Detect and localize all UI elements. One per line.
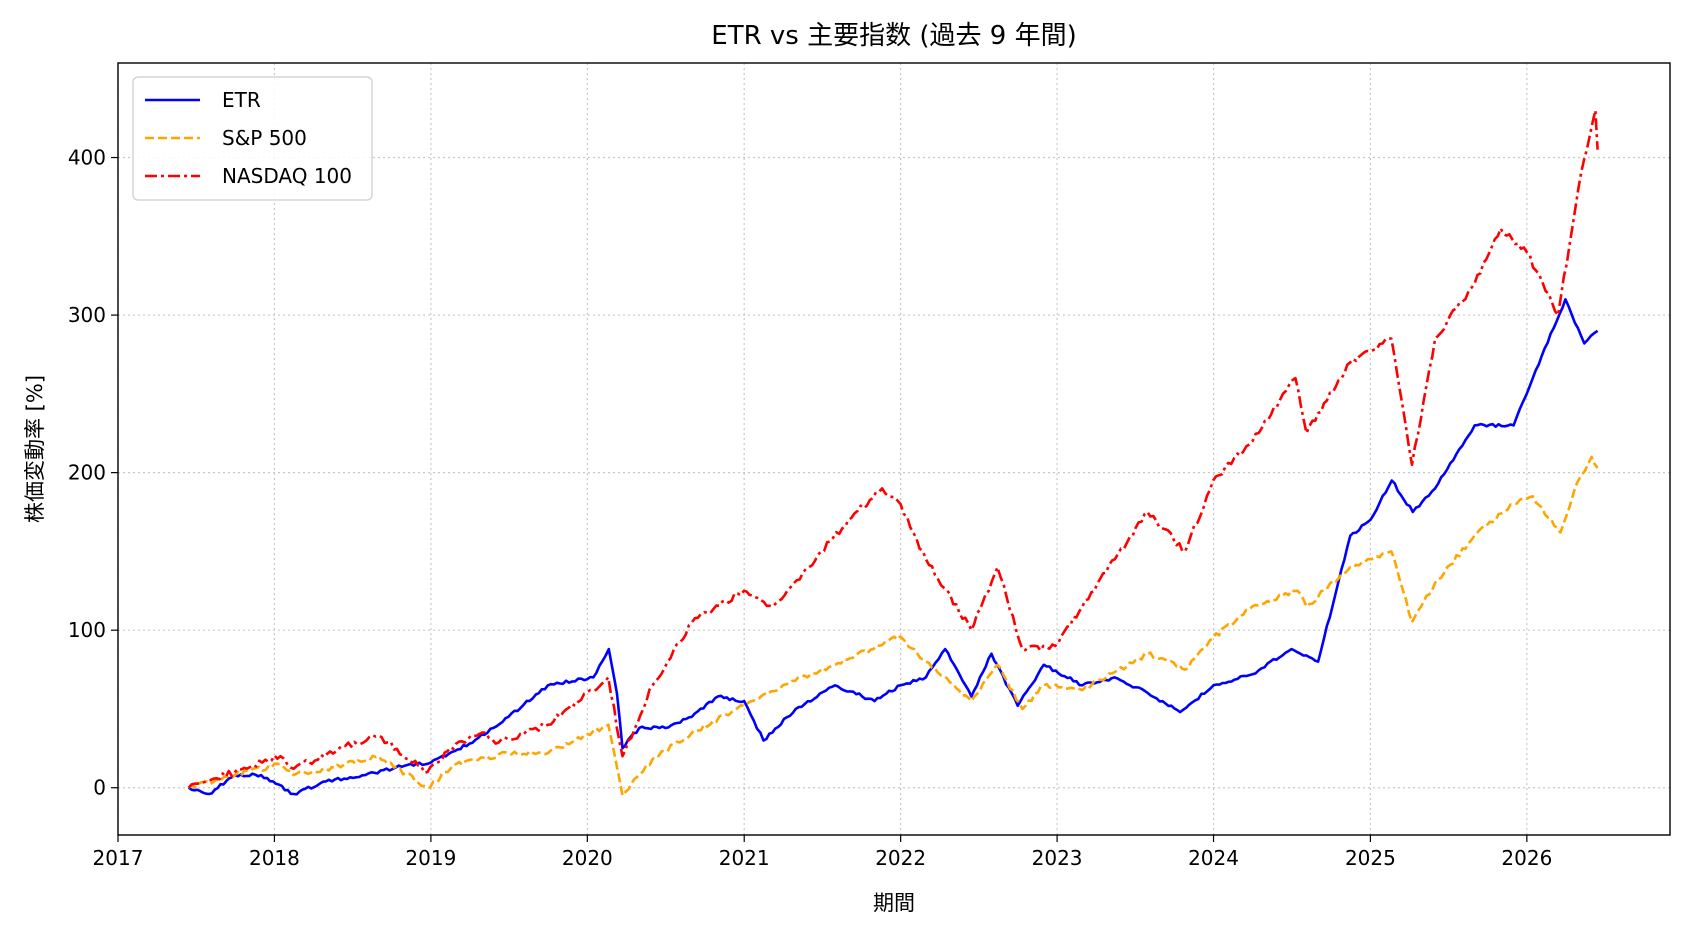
legend-entry-label: NASDAQ 100: [222, 164, 352, 188]
x-tick-label: 2019: [405, 846, 456, 870]
chart-title: ETR vs 主要指数 (過去 9 年間): [711, 21, 1076, 51]
x-tick-label: 2025: [1345, 846, 1396, 870]
x-tick-label: 2024: [1188, 846, 1239, 870]
x-tick-label: 2018: [249, 846, 300, 870]
x-tick-label: 2023: [1032, 846, 1083, 870]
legend-box: [132, 76, 373, 201]
y-axis-label: 株価変動率 [%]: [23, 375, 47, 523]
legend: ETR S&P 500 NASDAQ 100: [132, 76, 373, 201]
y-tick-label: 400: [68, 146, 106, 170]
plot-area-frame: [117, 62, 1671, 836]
y-tick-label: 100: [68, 618, 106, 642]
x-tick-label: 2021: [719, 846, 770, 870]
x-tick-label: 2020: [562, 846, 613, 870]
legend-entry-label: S&P 500: [222, 126, 307, 150]
legend-entry-label: ETR: [222, 88, 261, 112]
x-tick-label: 2026: [1501, 846, 1552, 870]
y-axis: 0 100 200 300 400: [68, 146, 118, 800]
y-tick-label: 300: [68, 303, 106, 327]
x-tick-label: 2017: [93, 846, 144, 870]
plot-lines: [187, 109, 1599, 797]
x-axis-label: 期間: [873, 891, 915, 915]
y-tick-label: 0: [93, 776, 106, 800]
x-axis: 2017 2018 2019 2020 2021 2022 2023 2024 2025 2026: [93, 835, 1552, 870]
series-line: [187, 109, 1599, 789]
x-tick-label: 2022: [875, 846, 926, 870]
series-line: [187, 298, 1599, 796]
y-tick-label: 200: [68, 461, 106, 485]
series-line: [187, 455, 1599, 797]
